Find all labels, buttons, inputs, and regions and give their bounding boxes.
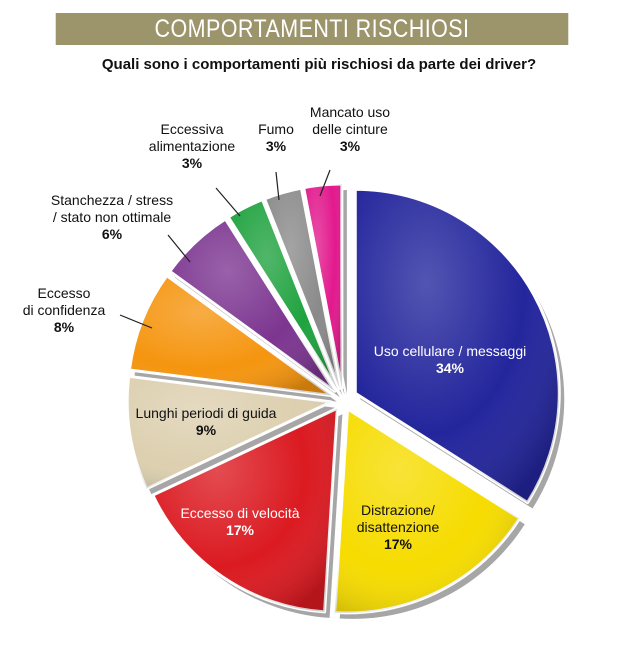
slice-value-label: 9% (196, 422, 217, 438)
slice-label-uso-cellulare-messaggi: Uso cellulare / messaggi 34% (374, 343, 527, 376)
slice-label-line: alimentazione (149, 138, 236, 154)
slice-value-label: 6% (102, 226, 123, 242)
pie-slices (125, 182, 561, 615)
leader-line-mancato-uso-delle-cinture (319, 169, 331, 197)
slice-label-lunghi-periodi-di-guida: Lunghi periodi di guida 9% (136, 405, 277, 438)
slice-highlight-lunghi-periodi-di-guida (127, 376, 332, 489)
slice-label-eccesso-di-confidenza: Eccesso di confidenza 8% (23, 285, 106, 335)
slice-labels: Uso cellulare / messaggi 34% Distrazione/d… (23, 104, 527, 552)
slice-highlight-eccessiva-alimentazione (228, 199, 338, 390)
slice-label-line: Distrazione/ (361, 502, 435, 518)
slice-label-line: Lunghi periodi di guida (136, 405, 277, 421)
slice-label-stanchezza-stress-stato-non-ottimale: Stanchezza / stress / stato non ottimale 6… (51, 192, 173, 242)
label-leaders (119, 169, 331, 329)
slice-label-eccesso-di-velocita: Eccesso di velocità 17% (180, 505, 299, 538)
slice-value-label: 3% (340, 138, 361, 154)
slice-value-label: 8% (54, 319, 75, 335)
leader-line-eccesso-di-confidenza (119, 314, 153, 329)
slice-highlight-stanchezza-stress-stato-non-ottimale (169, 219, 335, 392)
slice-label-fumo: Fumo 3% (258, 121, 294, 154)
slice-highlight-eccesso-di-confidenza (129, 275, 332, 396)
slice-label-line: delle cinture (312, 121, 388, 137)
slice-highlight-uso-cellulare-messaggi (355, 189, 560, 503)
slice-label-line: / stato non ottimale (53, 209, 172, 225)
slice-highlight-fumo (264, 188, 340, 389)
slice-highlight-mancato-uso-delle-cinture (303, 184, 342, 389)
slice-label-line: Eccessiva (160, 121, 223, 137)
chart-title: COMPORTAMENTI RISCHIOSI (55, 13, 569, 45)
slice-value-label: 17% (226, 522, 255, 538)
slice-label-line: Eccesso di velocità (180, 505, 299, 521)
slice-value-label: 34% (436, 360, 465, 376)
slice-value-label: 17% (384, 536, 413, 552)
leader-line-stanchezza-stress-stato-non-ottimale (167, 234, 191, 263)
leader-line-fumo (275, 171, 280, 201)
slice-label-line: Fumo (258, 121, 294, 137)
slice-label-line: disattenzione (357, 519, 440, 535)
slice-highlight-distrazione-disattenzione (334, 408, 520, 613)
leader-line-eccessiva-alimentazione (215, 187, 241, 217)
slice-label-line: Uso cellulare / messaggi (374, 343, 527, 359)
slice-value-label: 3% (266, 138, 287, 154)
slice-label-line: Mancato uso (310, 104, 390, 120)
slice-label-line: Stanchezza / stress (51, 192, 173, 208)
slice-label-line: di confidenza (23, 302, 106, 318)
slice-value-label: 3% (182, 155, 203, 171)
chart-subtitle: Quali sono i comportamenti più rischiosi… (101, 56, 537, 73)
slice-label-distrazione-disattenzione: Distrazione/disattenzione 17% (357, 502, 440, 552)
slice-label-mancato-uso-delle-cinture: Mancato uso delle cinture 3% (310, 104, 390, 154)
slice-highlight-eccesso-di-velocita (152, 408, 338, 612)
slice-label-eccessiva-alimentazione: Eccessiva alimentazione 3% (149, 121, 236, 171)
slice-label-line: Eccesso (38, 285, 91, 301)
